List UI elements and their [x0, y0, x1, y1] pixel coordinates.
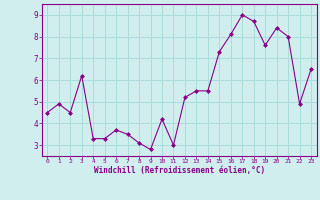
X-axis label: Windchill (Refroidissement éolien,°C): Windchill (Refroidissement éolien,°C)	[94, 166, 265, 175]
